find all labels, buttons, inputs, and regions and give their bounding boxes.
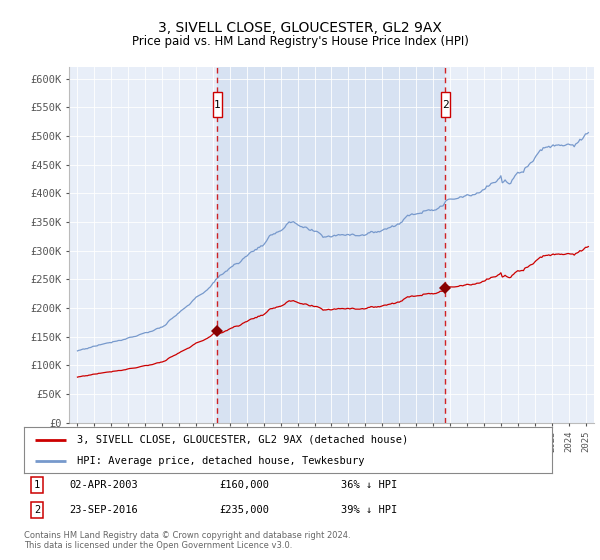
Text: 3, SIVELL CLOSE, GLOUCESTER, GL2 9AX (detached house): 3, SIVELL CLOSE, GLOUCESTER, GL2 9AX (de… [77, 435, 408, 445]
Text: 39% ↓ HPI: 39% ↓ HPI [341, 505, 397, 515]
Text: 1: 1 [34, 480, 40, 490]
FancyBboxPatch shape [441, 92, 450, 117]
Bar [217, 67, 445, 423]
Text: 36% ↓ HPI: 36% ↓ HPI [341, 480, 397, 490]
Text: HPI: Average price, detached house, Tewkesbury: HPI: Average price, detached house, Tewk… [77, 456, 364, 466]
Text: 2: 2 [34, 505, 40, 515]
FancyBboxPatch shape [212, 92, 222, 117]
Text: £160,000: £160,000 [220, 480, 269, 490]
Text: 02-APR-2003: 02-APR-2003 [69, 480, 137, 490]
Text: £235,000: £235,000 [220, 505, 269, 515]
Text: Price paid vs. HM Land Registry's House Price Index (HPI): Price paid vs. HM Land Registry's House … [131, 35, 469, 48]
Text: 2: 2 [442, 100, 449, 110]
Text: 1: 1 [214, 100, 221, 110]
Text: Contains HM Land Registry data © Crown copyright and database right 2024.
This d: Contains HM Land Registry data © Crown c… [24, 531, 350, 550]
Text: 23-SEP-2016: 23-SEP-2016 [69, 505, 137, 515]
Text: 3, SIVELL CLOSE, GLOUCESTER, GL2 9AX: 3, SIVELL CLOSE, GLOUCESTER, GL2 9AX [158, 21, 442, 35]
